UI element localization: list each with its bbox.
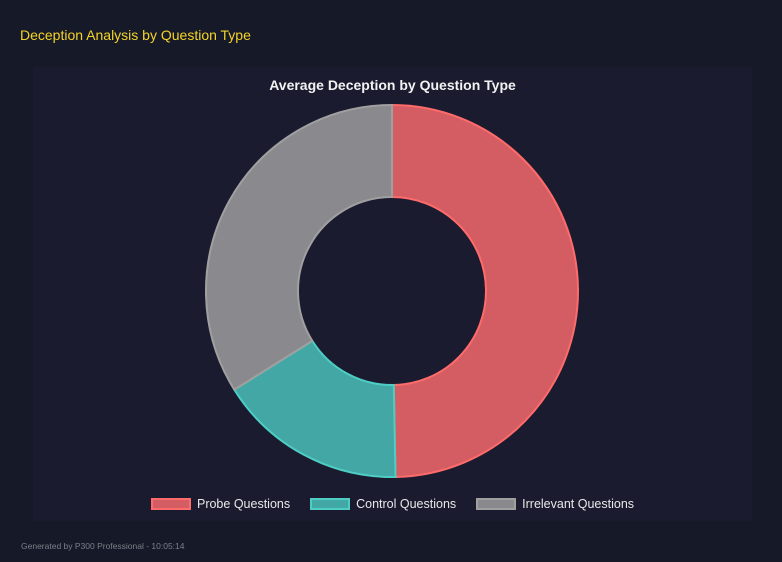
footer-text: Generated by P300 Professional - 10:05:1… <box>21 541 185 551</box>
legend-label: Irrelevant Questions <box>522 497 635 511</box>
legend-label: Control Questions <box>356 497 457 511</box>
legend: Probe Questions Control Questions Irrele… <box>33 497 752 511</box>
donut-chart <box>205 103 579 478</box>
legend-item-probe[interactable]: Probe Questions <box>150 497 291 511</box>
legend-item-control[interactable]: Control Questions <box>310 497 456 511</box>
page-title: Deception Analysis by Question Type <box>20 27 251 43</box>
donut-slice-irrelevant-questions[interactable] <box>205 103 393 392</box>
legend-item-irrelevant[interactable]: Irrelevant Questions <box>476 497 634 511</box>
chart-panel: Average Deception by Question Type Probe… <box>33 67 752 521</box>
donut-slice-probe-questions[interactable] <box>391 103 579 478</box>
legend-swatch <box>476 498 517 510</box>
chart-title: Average Deception by Question Type <box>269 77 516 93</box>
legend-label: Probe Questions <box>196 497 291 511</box>
legend-swatch <box>310 498 351 510</box>
donut-slice-control-questions[interactable] <box>232 339 397 478</box>
legend-swatch <box>150 498 191 510</box>
